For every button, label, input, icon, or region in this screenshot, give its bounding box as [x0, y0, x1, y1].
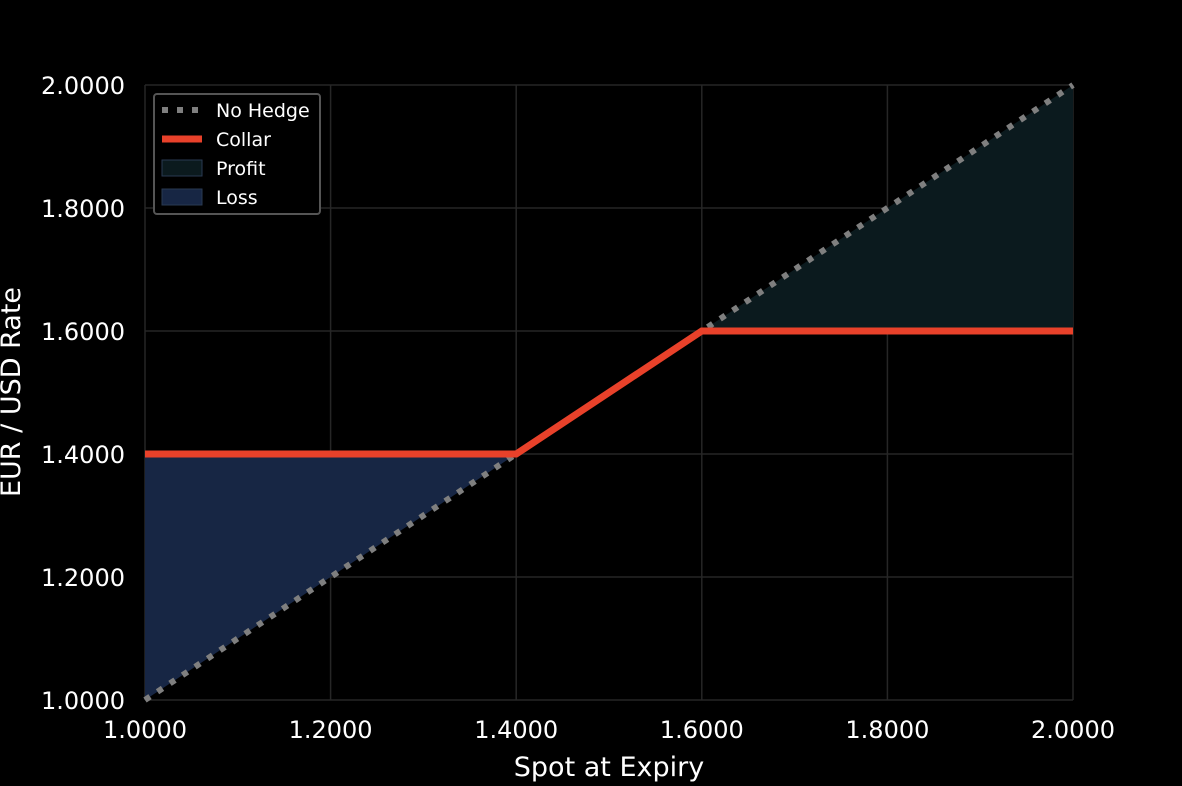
- x-tick-label-2: 1.4000: [474, 716, 558, 744]
- legend-label-loss: Loss: [216, 187, 258, 209]
- y-tick-label-5: 2.0000: [41, 72, 125, 100]
- x-axis-label: Spot at Expiry: [514, 752, 704, 783]
- series: [143, 82, 1075, 703]
- legend-label-profit: Profit: [216, 158, 266, 180]
- y-tick-label-2: 1.4000: [41, 441, 125, 469]
- x-tick-labels: 1.0000 1.2000 1.4000 1.6000 1.8000 2.0000: [103, 716, 1115, 744]
- y-tick-labels: 1.0000 1.2000 1.4000 1.6000 1.8000 2.0000: [41, 72, 125, 715]
- legend-label-no-hedge: No Hedge: [216, 100, 310, 122]
- y-axis-label: EUR / USD Rate: [0, 287, 27, 497]
- legend: No Hedge Collar Profit Loss: [153, 93, 321, 215]
- legend-frame: [153, 93, 321, 215]
- x-tick-label-1: 1.2000: [289, 716, 373, 744]
- y-tick-label-3: 1.6000: [41, 318, 125, 346]
- x-tick-label-3: 1.6000: [660, 716, 744, 744]
- collar-line: [145, 327, 1073, 458]
- legend-swatch-profit: [161, 159, 203, 177]
- y-tick-label-0: 1.0000: [41, 687, 125, 715]
- y-tick-label-4: 1.8000: [41, 195, 125, 223]
- y-tick-label-1: 1.2000: [41, 564, 125, 592]
- x-tick-label-4: 1.8000: [845, 716, 929, 744]
- x-tick-label-0: 1.0000: [103, 716, 187, 744]
- legend-label-collar: Collar: [216, 129, 271, 151]
- x-tick-label-5: 2.0000: [1031, 716, 1115, 744]
- legend-swatch-loss: [161, 188, 203, 206]
- loss-region: [145, 454, 517, 700]
